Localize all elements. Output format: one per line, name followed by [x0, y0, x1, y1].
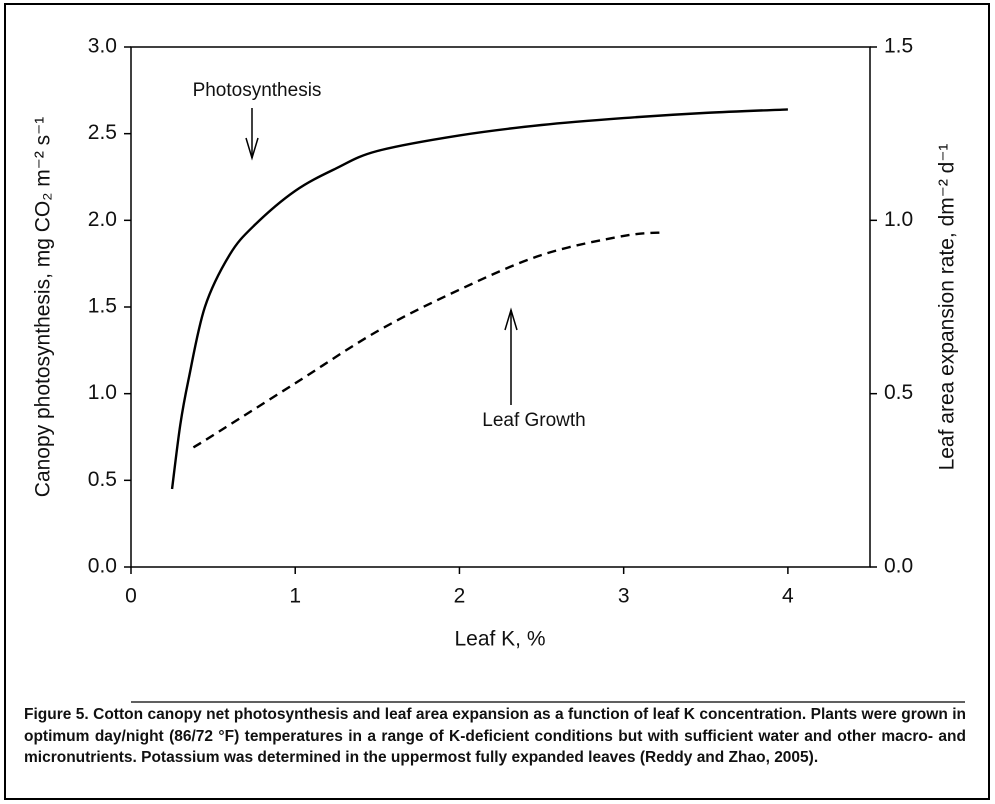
- x-tick-label: 3: [618, 585, 630, 608]
- data-line: [170, 108, 788, 490]
- series-annotation: Photosynthesis: [193, 80, 322, 101]
- figure-border: [4, 3, 990, 800]
- x-tick-label: 4: [782, 585, 794, 608]
- y-axis-label: Canopy photosynthesis, mg CO₂ m⁻² s⁻¹: [32, 117, 55, 497]
- annotation-arrow-head: [245, 137, 259, 161]
- x-tick-label: 0: [125, 585, 137, 608]
- y-tick-label: 3.0: [88, 35, 117, 58]
- y2-tick-label: 1.0: [884, 208, 913, 231]
- y-tick-label: 0.0: [88, 555, 117, 578]
- plot-frame: [130, 46, 871, 568]
- data-line: [192, 231, 665, 449]
- y-tick-label: 0.5: [88, 468, 117, 491]
- y-tick-label: 2.0: [88, 208, 117, 231]
- y2-tick-label: 0.0: [884, 555, 913, 578]
- annotation-arrow-head: [504, 307, 518, 331]
- y-tick-label: 1.5: [88, 295, 117, 318]
- x-tick-label: 1: [289, 585, 301, 608]
- y2-tick-label: 1.5: [884, 35, 913, 58]
- y-tick-label: 2.5: [88, 121, 117, 144]
- series-annotation: Leaf Growth: [482, 410, 586, 431]
- x-axis-label: Leaf K, %: [454, 628, 545, 651]
- y2-tick-label: 0.5: [884, 381, 913, 404]
- y-tick-label: 1.0: [88, 381, 117, 404]
- caption: Figure 5. Cotton canopy net photosynthes…: [24, 706, 966, 766]
- y2-axis-label: Leaf area expansion rate, dm⁻² d⁻¹: [936, 144, 959, 471]
- x-tick-label: 2: [454, 585, 466, 608]
